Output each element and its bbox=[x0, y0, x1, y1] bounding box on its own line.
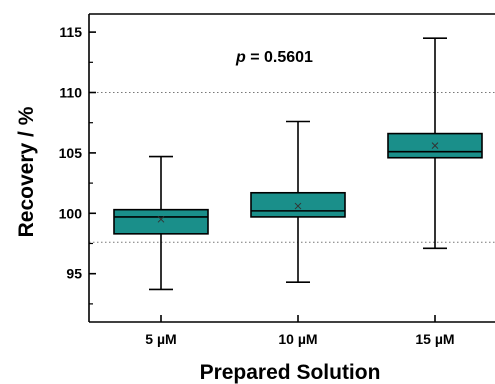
x-tick-label: 10 µM bbox=[278, 331, 317, 347]
y-tick-label: 105 bbox=[59, 145, 83, 161]
y-tick-label: 95 bbox=[66, 266, 82, 282]
x-axis-title: Prepared Solution bbox=[200, 361, 381, 384]
mean-marker bbox=[431, 142, 439, 150]
x-tick-label: 5 µM bbox=[145, 331, 176, 347]
y-tick-label: 110 bbox=[59, 85, 82, 101]
y-axis-title: Recovery / % bbox=[15, 106, 38, 237]
y-tick-label: 100 bbox=[59, 205, 83, 221]
box-2 bbox=[250, 120, 346, 283]
box-1 bbox=[113, 155, 209, 291]
p-value-annotation: p = 0.5601 bbox=[235, 49, 313, 66]
iqr-box bbox=[113, 208, 209, 235]
x-tick-label: 15 µM bbox=[415, 331, 454, 347]
y-tick-label: 115 bbox=[59, 24, 82, 40]
iqr-box bbox=[250, 191, 346, 218]
mean-marker bbox=[157, 215, 165, 223]
mean-marker bbox=[294, 202, 302, 210]
box-3 bbox=[387, 37, 483, 250]
